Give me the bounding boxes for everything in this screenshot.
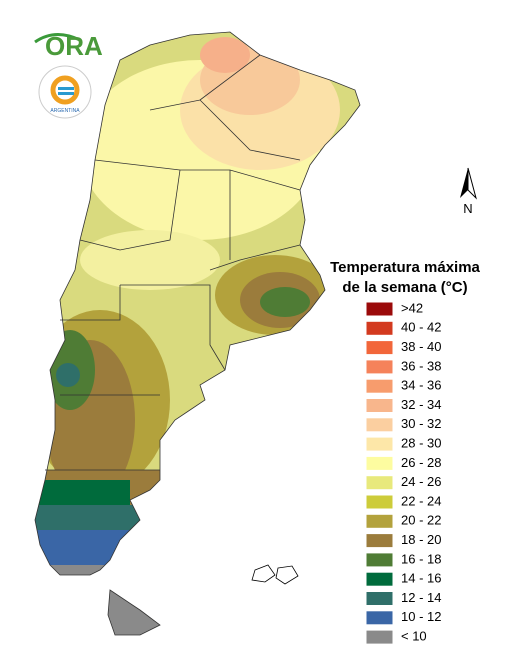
legend-label: 12 - 14 <box>401 590 441 605</box>
legend-swatch <box>365 301 394 317</box>
legend-swatch <box>365 320 394 336</box>
legend-label: 16 - 18 <box>401 551 441 566</box>
legend-swatch <box>365 513 394 529</box>
legend-swatch <box>365 533 394 549</box>
north-arrow: N <box>460 167 477 216</box>
legend-label: 32 - 34 <box>401 397 441 412</box>
legend-swatch <box>365 629 394 645</box>
north-label: N <box>463 201 472 216</box>
legend-swatch <box>365 436 394 452</box>
legend-label: 40 - 42 <box>401 320 441 335</box>
legend-label: 20 - 22 <box>401 513 441 528</box>
legend-swatch <box>365 455 394 471</box>
legend-swatch <box>365 591 394 606</box>
legend-label: 34 - 36 <box>401 378 441 393</box>
legend-label: 30 - 32 <box>401 416 441 431</box>
legend-swatch <box>365 340 394 356</box>
legend-swatch <box>365 571 394 587</box>
legend-swatch <box>365 552 394 568</box>
legend-swatch <box>365 398 394 413</box>
legend-label: 14 - 16 <box>401 571 441 586</box>
legend-label: 26 - 28 <box>401 455 441 470</box>
legend-label: 22 - 24 <box>401 493 441 508</box>
legend-label: 28 - 30 <box>401 436 441 451</box>
logo: ORA ARGENTINA <box>34 31 103 119</box>
legend-swatch <box>365 610 394 626</box>
legend-swatch <box>365 359 394 375</box>
legend-swatch <box>365 475 394 491</box>
legend-title: de la semana (°C) <box>342 279 467 296</box>
legend-label: >42 <box>401 300 423 315</box>
legend-label: 18 - 20 <box>401 532 441 547</box>
legend-label: 24 - 26 <box>401 474 441 489</box>
borders <box>34 31 361 636</box>
legend-label: < 10 <box>401 629 427 644</box>
logo-text: ORA <box>45 31 103 61</box>
legend: >42 40 - 42 38 - 40 36 - 38 34 - 36 32 - 34 30… <box>365 300 441 645</box>
legend-title: Temperatura máxima <box>330 259 480 276</box>
legend-label: 36 - 38 <box>401 358 441 373</box>
legend-swatch <box>365 417 394 433</box>
legend-swatch <box>365 378 394 394</box>
seal-text: ARGENTINA <box>50 108 80 114</box>
malvinas <box>251 564 299 585</box>
legend-label: 10 - 12 <box>401 609 441 624</box>
legend-swatch <box>365 494 394 510</box>
legend-label: 38 - 40 <box>401 339 441 354</box>
